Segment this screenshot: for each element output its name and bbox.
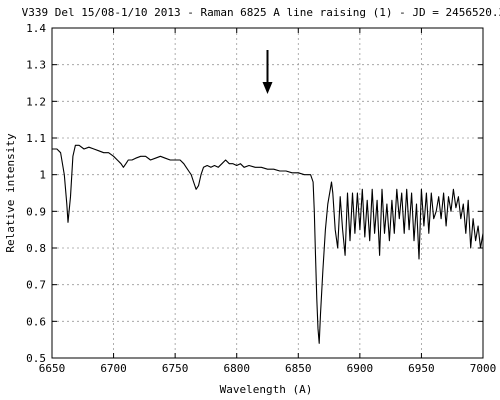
x-tick-label: 6950	[408, 362, 435, 375]
y-tick-label: 0.6	[26, 315, 46, 328]
y-tick-label: 1.1	[26, 132, 46, 145]
y-tick-label: 0.8	[26, 242, 46, 255]
x-tick-label: 6800	[223, 362, 250, 375]
x-tick-label: 6700	[100, 362, 127, 375]
x-tick-label: 6750	[162, 362, 189, 375]
x-axis-label: Wavelength (A)	[220, 383, 313, 396]
y-axis-label: Relative intensity	[4, 133, 17, 253]
y-tick-label: 1	[39, 169, 46, 182]
y-tick-label: 0.7	[26, 279, 46, 292]
y-tick-label: 1.2	[26, 95, 46, 108]
x-tick-label: 6850	[285, 362, 312, 375]
y-tick-label: 0.9	[26, 205, 46, 218]
y-tick-label: 0.5	[26, 352, 46, 365]
y-tick-label: 1.3	[26, 59, 46, 72]
x-tick-label: 7000	[470, 362, 497, 375]
y-tick-label: 1.4	[26, 22, 46, 35]
chart-title: V339 Del 15/08-1/10 2013 - Raman 6825 A …	[22, 6, 500, 19]
x-tick-label: 6900	[347, 362, 374, 375]
